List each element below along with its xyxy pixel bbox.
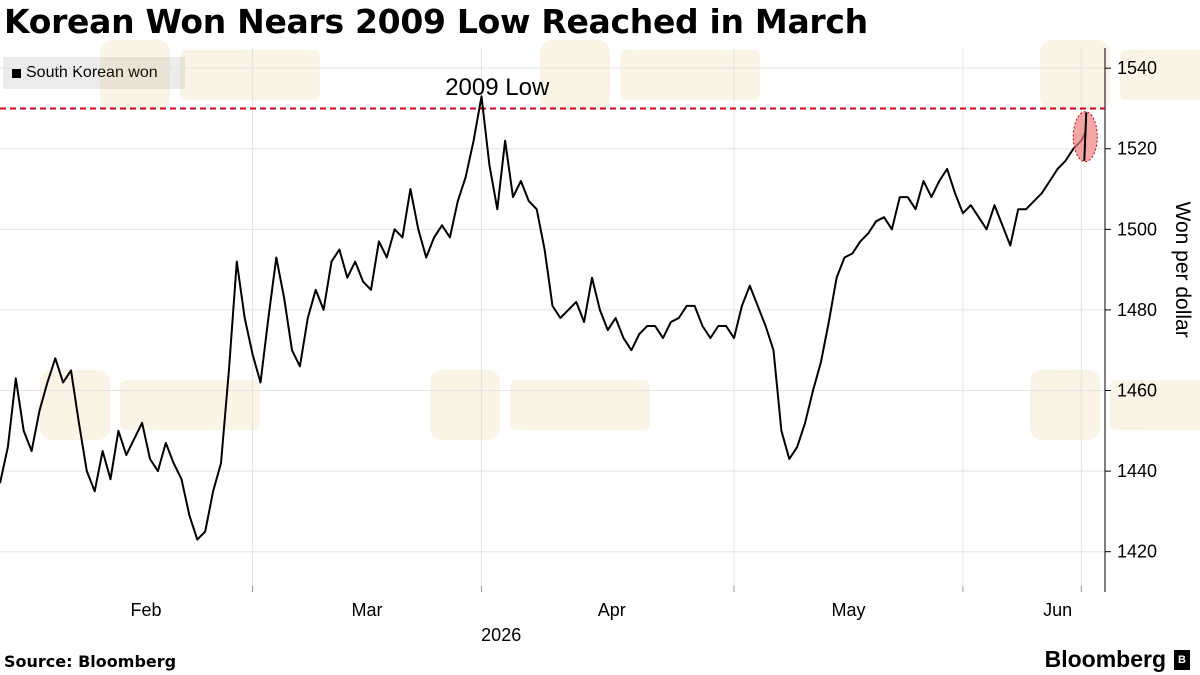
watermark-mark bbox=[430, 370, 500, 440]
watermark bbox=[540, 40, 760, 110]
x-tick-label: Feb bbox=[131, 600, 162, 620]
watermark-block bbox=[1120, 50, 1200, 100]
watermark-mark bbox=[1030, 370, 1100, 440]
y-tick-label: 1440 bbox=[1117, 461, 1157, 481]
brand-logo-icon: B bbox=[1174, 649, 1190, 670]
y-tick-label: 1520 bbox=[1117, 139, 1157, 159]
brand: Bloomberg B bbox=[1045, 646, 1190, 673]
legend: South Korean won bbox=[3, 57, 185, 89]
annotation-label: 2009 Low bbox=[445, 74, 550, 101]
brand-label: Bloomberg bbox=[1044, 646, 1166, 672]
y-tick-label: 1480 bbox=[1117, 300, 1157, 320]
x-tick-label: Apr bbox=[598, 600, 626, 620]
x-axis-title: 2026 bbox=[481, 625, 521, 645]
series-line-won bbox=[0, 95, 1087, 541]
watermark-mark bbox=[100, 40, 170, 110]
watermark bbox=[430, 370, 650, 440]
source-note: Source: Bloomberg bbox=[4, 652, 177, 671]
watermark-mark bbox=[540, 40, 610, 110]
watermark-block bbox=[1110, 380, 1200, 430]
watermark-layer bbox=[40, 40, 1200, 440]
y-tick-label: 1460 bbox=[1117, 381, 1157, 401]
watermark-mark bbox=[40, 370, 110, 440]
y-tick-label: 1500 bbox=[1117, 219, 1157, 239]
watermark bbox=[1040, 40, 1200, 110]
legend-swatch bbox=[12, 68, 21, 78]
chart-title: Korean Won Nears 2009 Low Reached in Mar… bbox=[4, 2, 868, 41]
labels-layer: 1420 1440 1460 1480 1500 1520 1540 Feb Mar Apr May… bbox=[131, 58, 1194, 645]
highlight-line bbox=[1083, 112, 1088, 161]
watermark-block bbox=[180, 50, 320, 100]
y-tick-label: 1420 bbox=[1117, 542, 1157, 562]
watermark-block bbox=[620, 50, 760, 100]
watermark-block bbox=[120, 380, 260, 430]
x-tick-label: May bbox=[831, 600, 865, 620]
grid-layer bbox=[0, 48, 1105, 592]
watermark-mark bbox=[1040, 40, 1110, 110]
watermark bbox=[1030, 370, 1200, 440]
x-tick-label: Jun bbox=[1043, 600, 1072, 620]
watermark-block bbox=[510, 380, 650, 430]
axes-layer bbox=[252, 48, 1111, 592]
watermark bbox=[100, 40, 320, 110]
y-tick-label: 1540 bbox=[1117, 58, 1157, 78]
y-axis-title: Won per dollar bbox=[1171, 202, 1194, 338]
marks-layer bbox=[0, 95, 1105, 541]
x-tick-label: Mar bbox=[352, 600, 383, 620]
